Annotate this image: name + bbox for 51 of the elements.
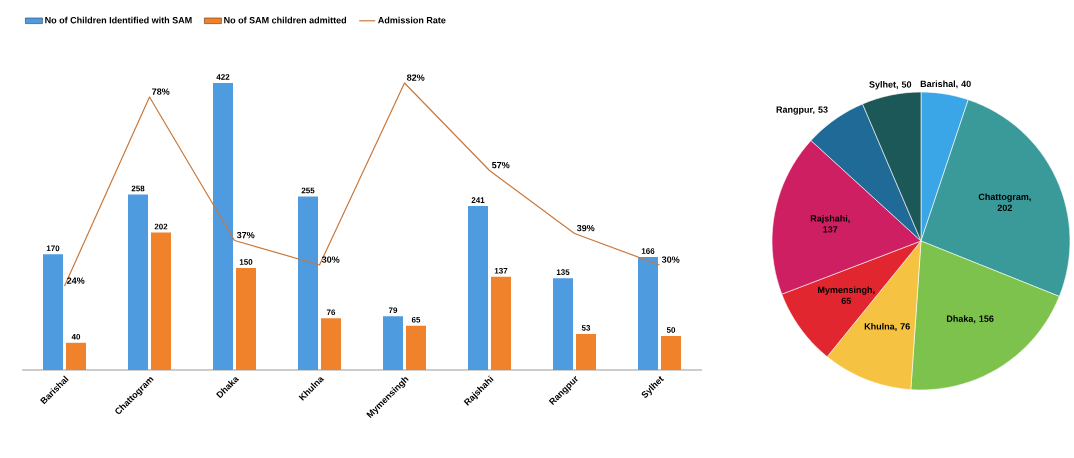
data-label: Mymensingh, 65	[818, 286, 875, 305]
data-label: 202	[154, 223, 168, 230]
data-label: 30%	[321, 256, 340, 263]
data-label: Rajshahi, 137	[810, 214, 850, 233]
bar	[66, 342, 86, 370]
data-label: 37%	[236, 231, 255, 239]
legend-label: No of SAM children admitted	[224, 16, 347, 24]
data-label: 65	[411, 316, 421, 323]
data-label: 82%	[406, 74, 425, 81]
bar	[576, 333, 596, 370]
legend-label: No of Children Identified with SAM	[45, 16, 192, 24]
bar	[383, 316, 403, 370]
data-label: 422	[216, 74, 230, 80]
bar	[491, 276, 511, 370]
bar	[638, 257, 658, 370]
bar	[43, 254, 63, 370]
bar	[213, 82, 233, 370]
bar	[298, 196, 318, 370]
data-label: 241	[471, 197, 485, 203]
data-label: 40	[71, 333, 81, 340]
data-label: Khulna, 76	[864, 323, 910, 331]
data-label: Sylhet, 50	[869, 81, 912, 90]
data-label: 170	[46, 245, 60, 252]
bar	[661, 335, 681, 370]
bar	[151, 232, 171, 370]
bar	[236, 267, 256, 370]
data-label: 135	[556, 269, 570, 275]
bar	[128, 194, 148, 370]
bar	[406, 325, 426, 370]
data-label: 24%	[67, 277, 85, 284]
data-label: 50	[666, 327, 676, 333]
data-label: Chattogram, 202	[978, 193, 1031, 212]
data-label: Barishal, 40	[920, 80, 971, 89]
data-label: Dhaka, 156	[946, 315, 994, 324]
data-label: 258	[131, 185, 145, 192]
bar	[553, 278, 573, 370]
data-label: 150	[239, 259, 253, 265]
data-label: 30%	[661, 256, 680, 263]
bar	[321, 318, 341, 370]
data-label: 53	[581, 325, 591, 331]
data-label: Rangpur, 53	[776, 106, 828, 115]
legend-label: Admission Rate	[378, 16, 446, 24]
data-label: 78%	[152, 88, 170, 95]
bar	[468, 206, 488, 370]
data-label: 57%	[491, 161, 510, 169]
data-label: 166	[641, 248, 655, 254]
data-label: 76	[326, 309, 336, 316]
data-label: 255	[301, 187, 315, 194]
data-label: 137	[494, 267, 508, 274]
data-label: 79	[388, 307, 398, 314]
data-label: 39%	[576, 224, 595, 232]
